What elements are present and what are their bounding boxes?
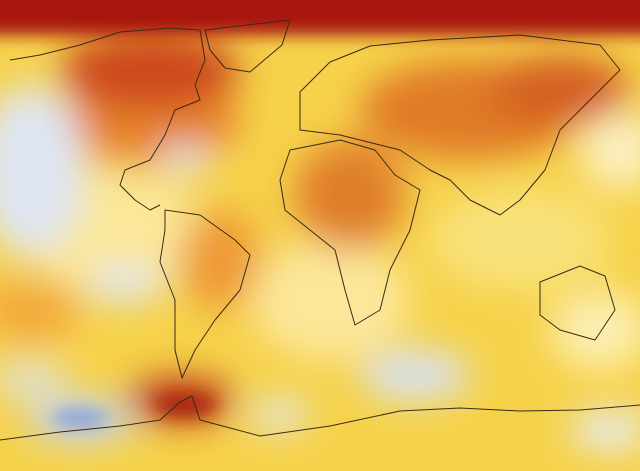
eurasia: [299, 34, 621, 216]
south-america: [159, 209, 251, 379]
north-america: [9, 27, 206, 211]
coastlines: [0, 19, 640, 441]
anomaly-extremes: [0, 0, 640, 428]
antarctica: [0, 395, 640, 441]
anomaly-field: [0, 30, 640, 450]
africa: [279, 139, 421, 326]
australia: [539, 265, 616, 341]
greenland: [204, 19, 291, 73]
